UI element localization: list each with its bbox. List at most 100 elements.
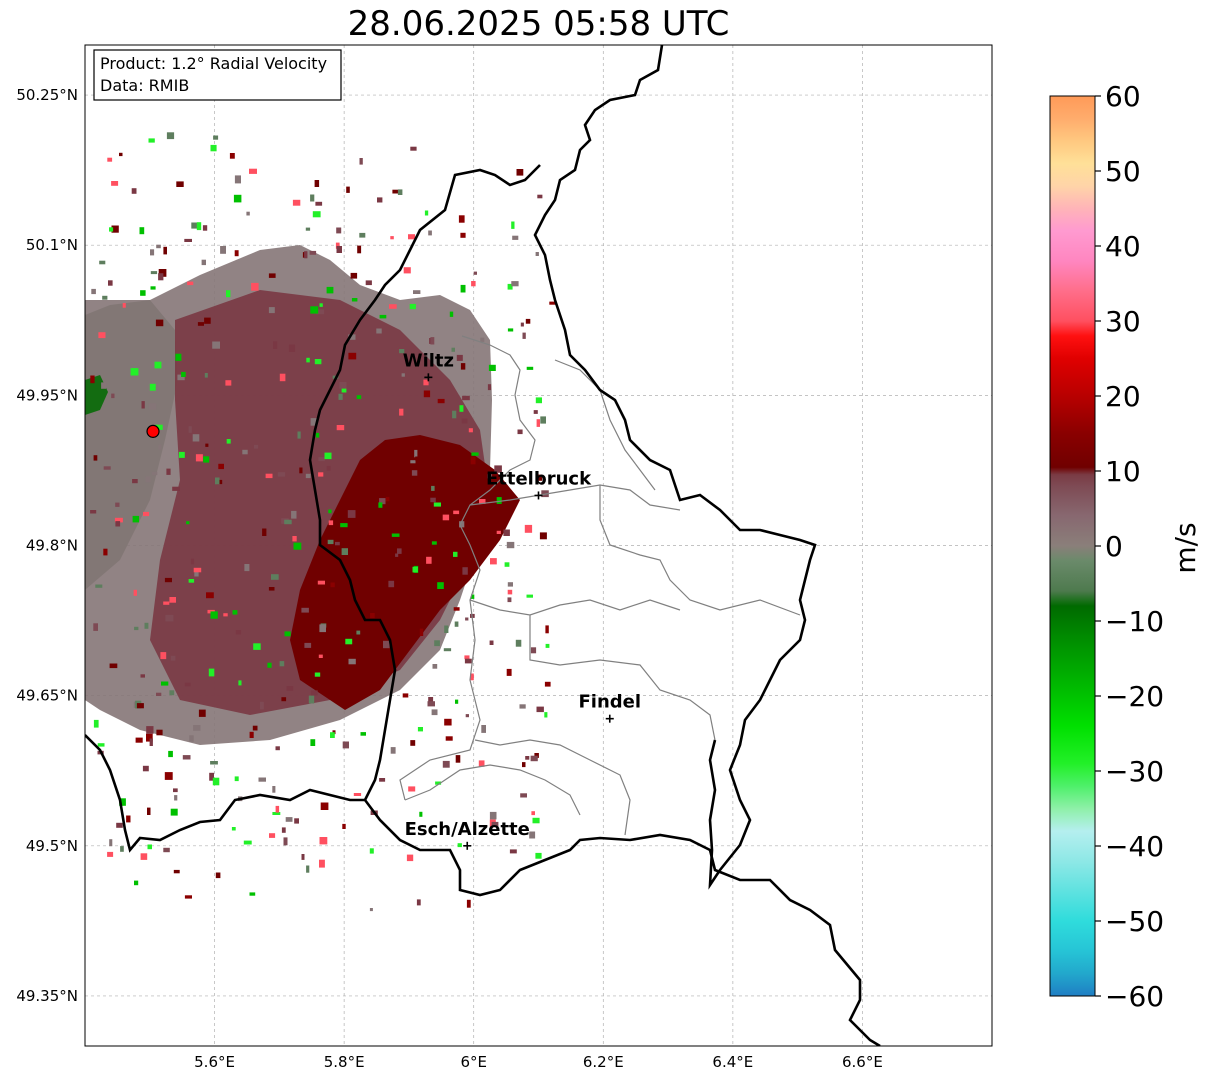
echo-pixel bbox=[427, 701, 435, 707]
echo-pixel bbox=[229, 153, 235, 159]
echo-pixel bbox=[97, 743, 105, 747]
echo-pixel bbox=[310, 306, 319, 314]
echo-pixel bbox=[545, 625, 549, 634]
echo-pixel bbox=[204, 317, 211, 324]
echo-pixel bbox=[150, 286, 156, 290]
echo-pixel bbox=[434, 640, 440, 647]
echo-pixel bbox=[119, 798, 126, 806]
echo-pixel bbox=[411, 470, 418, 476]
echo-pixel bbox=[173, 788, 178, 793]
national-border-west bbox=[308, 164, 541, 801]
echo-pixel bbox=[226, 290, 231, 298]
echo-pixel bbox=[319, 303, 323, 307]
echo-pixel bbox=[342, 741, 349, 749]
echo-pixel bbox=[350, 272, 358, 279]
echo-pixel bbox=[408, 786, 416, 792]
echo-pixel bbox=[412, 566, 418, 573]
echo-pixel bbox=[530, 647, 537, 654]
colorbar-ticks: 60 50 40 30 20 10 0 −10 −20 −30 −40 −50 −60 bbox=[1095, 80, 1164, 1013]
echo-pixel bbox=[414, 449, 418, 458]
info-box: Product: 1.2° Radial Velocity Data: RMIB bbox=[93, 49, 342, 101]
echo-pixel bbox=[522, 762, 526, 768]
echo-pixel bbox=[532, 817, 540, 824]
echo-pixel bbox=[176, 181, 184, 187]
echo-pixel bbox=[496, 497, 502, 504]
echo-pixel bbox=[111, 225, 119, 233]
echo-pixel bbox=[402, 693, 409, 698]
echo-pixel bbox=[189, 735, 194, 742]
echo-pixel bbox=[315, 567, 321, 573]
city-marker[interactable]: Findel bbox=[578, 692, 641, 723]
echo-pixel bbox=[522, 332, 526, 339]
echo-pixel bbox=[351, 298, 358, 302]
echo-pixel bbox=[299, 467, 303, 474]
city-marker[interactable]: Esch/Alzette bbox=[405, 819, 530, 850]
echo-pixel bbox=[468, 428, 473, 433]
echo-pixel bbox=[504, 562, 510, 567]
radar-echoes bbox=[85, 132, 557, 912]
echo-pixel bbox=[286, 686, 294, 691]
echo-pixel bbox=[423, 379, 429, 386]
echo-pixel bbox=[347, 510, 356, 518]
echo-pixel bbox=[275, 746, 280, 751]
echo-pixel bbox=[102, 295, 108, 300]
echo-pixel bbox=[507, 582, 513, 587]
echo-pixel bbox=[526, 366, 534, 370]
echo-pixel bbox=[462, 567, 468, 575]
echo-pixel bbox=[320, 802, 329, 810]
echo-pixel bbox=[126, 815, 131, 823]
lon-tick-label: 5.6°E bbox=[194, 1053, 235, 1071]
echo-pixel bbox=[338, 393, 343, 400]
echo-pixel bbox=[531, 811, 535, 816]
radar-site-marker[interactable] bbox=[146, 424, 160, 438]
echo-pixel bbox=[147, 807, 151, 815]
echo-pixel bbox=[423, 390, 431, 398]
echo-pixel bbox=[98, 332, 106, 339]
echo-pixel bbox=[166, 132, 175, 140]
echo-pixel bbox=[385, 496, 390, 502]
echo-pixel bbox=[452, 410, 457, 419]
echo-pixel bbox=[109, 839, 113, 847]
echo-pixel bbox=[545, 643, 550, 648]
echo-pixel bbox=[377, 197, 383, 203]
city-marker[interactable]: Ettelbruck bbox=[486, 468, 592, 500]
echo-pixel bbox=[340, 523, 348, 528]
echo-pixel bbox=[507, 328, 514, 332]
echo-pixel bbox=[146, 733, 153, 742]
echo-pixel bbox=[119, 152, 123, 157]
echo-pixel bbox=[437, 398, 445, 404]
echo-pixel bbox=[288, 344, 296, 352]
echo-pixel bbox=[184, 682, 191, 687]
echo-pixel bbox=[130, 368, 139, 376]
echo-pixel bbox=[294, 818, 299, 824]
echo-pixel bbox=[243, 840, 252, 845]
echo-pixel bbox=[165, 614, 174, 622]
echo-pixel bbox=[507, 283, 513, 290]
colorbar-tick-label: −30 bbox=[1105, 755, 1164, 788]
echo-pixel bbox=[210, 761, 218, 765]
echo-pixel bbox=[346, 186, 350, 193]
echo-pixel bbox=[166, 468, 171, 475]
country-borders bbox=[85, 45, 881, 1046]
echo-pixel bbox=[93, 455, 98, 461]
echo-pixel bbox=[318, 654, 323, 658]
echo-pixel bbox=[341, 387, 347, 393]
echo-pixel bbox=[148, 403, 157, 410]
echo-pixel bbox=[392, 189, 399, 194]
echo-pixel bbox=[388, 580, 395, 588]
echo-pixel bbox=[339, 382, 347, 389]
echo-pixel bbox=[413, 290, 421, 294]
echo-pixel bbox=[529, 831, 536, 839]
echo-pixel bbox=[140, 853, 148, 860]
echo-pixel bbox=[410, 460, 416, 464]
echo-pixel bbox=[156, 692, 162, 696]
echo-pixel bbox=[319, 624, 326, 633]
echo-pixel bbox=[143, 511, 150, 517]
echo-pixel bbox=[226, 439, 231, 444]
echo-pixel bbox=[507, 597, 512, 603]
echo-pixel bbox=[292, 199, 301, 206]
colorbar-tick-label: 10 bbox=[1105, 455, 1141, 488]
echo-pixel bbox=[390, 747, 396, 754]
city-marker[interactable]: Wiltz bbox=[403, 350, 454, 382]
